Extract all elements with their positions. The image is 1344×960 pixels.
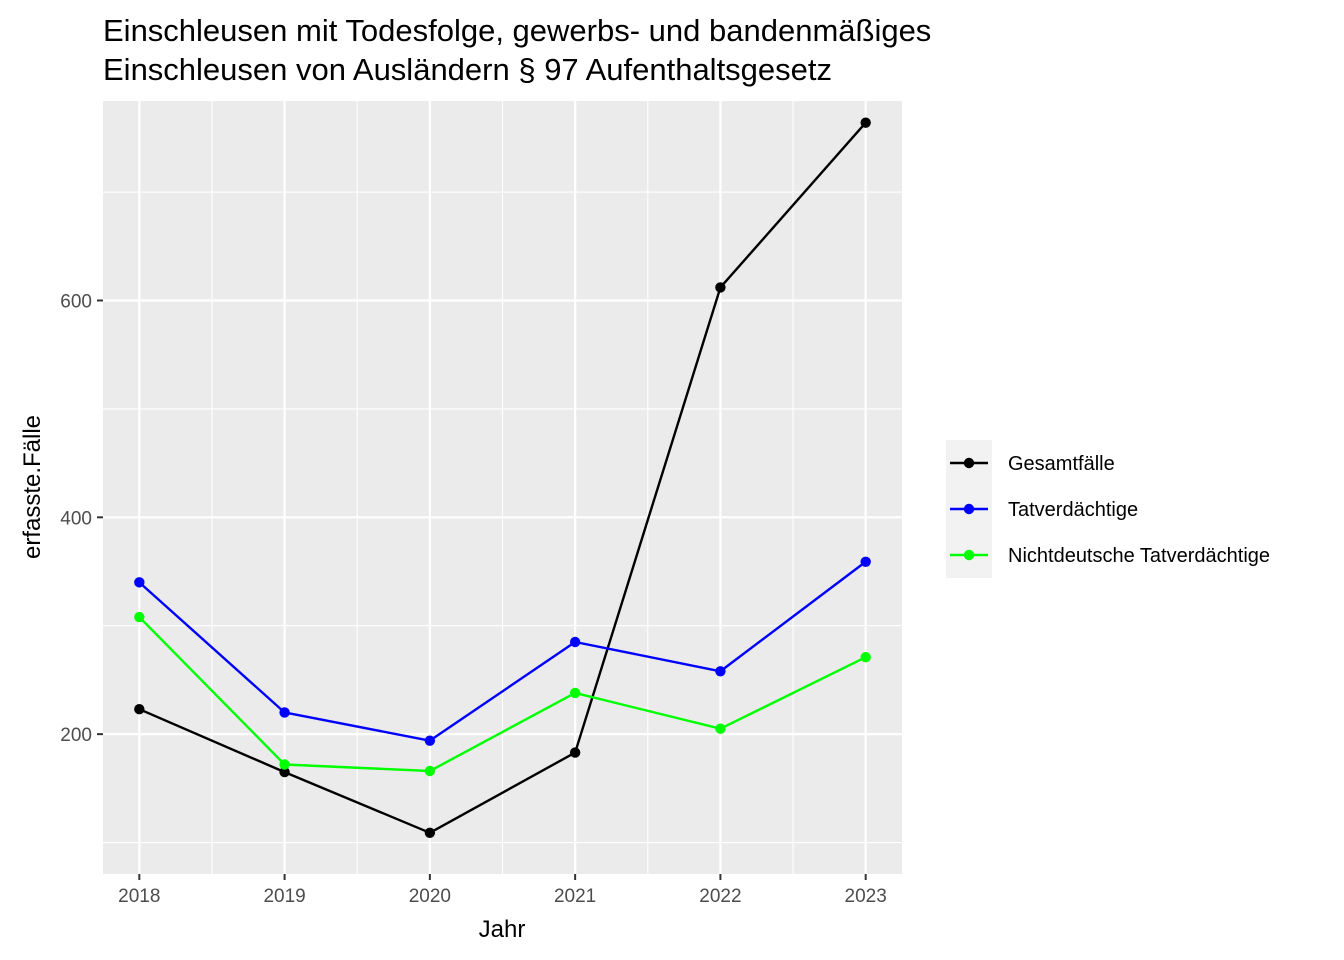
series-point-1-2021: [569, 636, 581, 648]
series-point-2-2019: [279, 759, 290, 770]
series-point-2-2022: [715, 723, 726, 734]
series-point-2-2020: [424, 765, 436, 777]
legend-key-point-1: [963, 503, 975, 515]
legend-label-1: Tatverdächtige: [1008, 499, 1138, 521]
x-tick-label: 2021: [554, 886, 596, 907]
legend: Gesamtfälle Tatverdächtige Nichtdeutsche T…: [946, 440, 1270, 578]
series-point-1-2022: [715, 666, 726, 677]
chart-title-line-2: Einschleusen von Ausländern § 97 Aufenth…: [103, 52, 832, 87]
x-tick-label: 2022: [699, 886, 741, 907]
legend-label-2: Nichtdeutsche Tatverdächtige: [1008, 545, 1270, 567]
series-point-1-2018: [134, 577, 145, 588]
series-point-1-2020: [424, 735, 436, 746]
legend-key-point-0: [963, 457, 975, 469]
axis-ticks: [97, 299, 867, 880]
series-point-0-2022: [715, 282, 726, 293]
tick-labels: 200 400 600 2018 2019 2020 2021 2022 2023: [60, 291, 887, 907]
series-line-0: [138, 121, 867, 835]
series-line-1: [138, 560, 867, 742]
x-tick-label: 2023: [845, 886, 887, 907]
chart-title-line-1: Einschleusen mit Todesfolge, gewerbs- un…: [103, 13, 931, 48]
series-layer: [134, 117, 871, 839]
series-point-2-2018: [134, 611, 145, 623]
series-point-0-2020: [424, 827, 436, 839]
series-point-2-2023: [860, 651, 871, 663]
series-point-1-2019: [279, 707, 290, 718]
y-tick-label: 400: [60, 508, 92, 529]
series-point-0-2021: [569, 747, 581, 758]
series-point-2-2021: [569, 687, 581, 699]
series-line-2: [138, 616, 867, 773]
y-axis-title: erfasste.Fälle: [19, 415, 46, 559]
x-tick-label: 2020: [409, 886, 451, 907]
legend-label-0: Gesamtfälle: [1008, 453, 1115, 475]
legend-key-point-2: [963, 549, 975, 561]
series-point-0-2019: [279, 766, 290, 778]
series-point-0-2018: [134, 704, 145, 715]
x-axis-title: Jahr: [479, 916, 526, 943]
major-gridlines: [103, 101, 902, 874]
series-point-0-2023: [860, 117, 871, 128]
minor-gridlines: [103, 101, 902, 874]
y-tick-label: 200: [60, 725, 92, 746]
x-tick-label: 2018: [118, 886, 160, 907]
series-point-1-2023: [860, 556, 871, 567]
y-tick-label: 600: [60, 291, 92, 312]
x-tick-label: 2019: [263, 886, 305, 907]
